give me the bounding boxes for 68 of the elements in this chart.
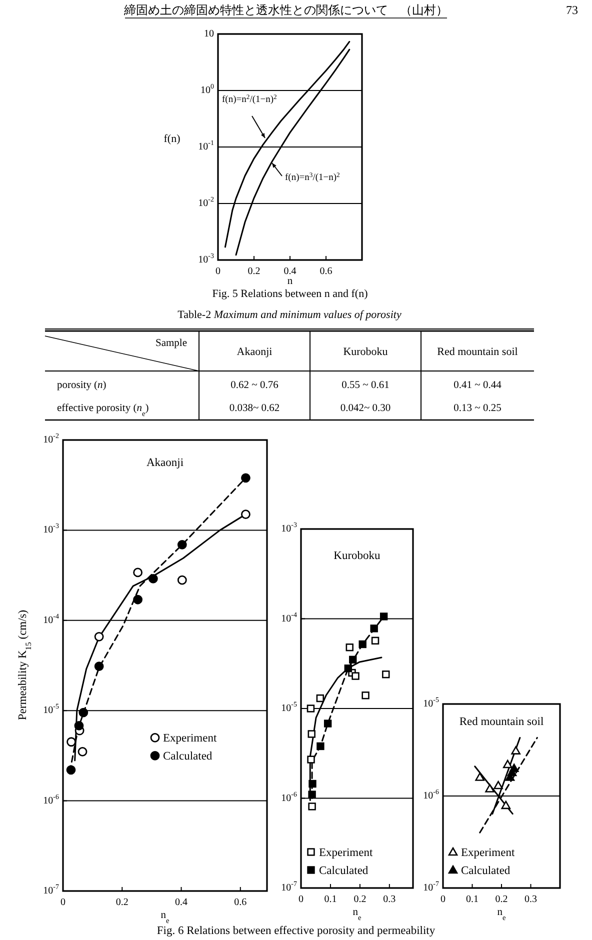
text: 締固め土の締固め特性と透水性との関係について （山村） bbox=[123, 3, 448, 17]
y-tick-label: 10$^{-5}$ bbox=[281, 700, 298, 714]
x-axis-title: n$_{e}$ bbox=[497, 907, 506, 922]
y-tick-label: 10$^{-6}$ bbox=[423, 788, 440, 802]
x-tick-label: 0.6 bbox=[234, 897, 247, 908]
text: Red mountain soil bbox=[459, 716, 544, 728]
x-tick-label: 0 bbox=[298, 894, 304, 905]
legend-label: Calculated bbox=[319, 865, 368, 877]
legend-label: Calculated bbox=[461, 865, 510, 877]
x-tick-label: 0 bbox=[216, 266, 220, 277]
text: 0.55 ~ 0.61 bbox=[342, 380, 390, 391]
y-tick-label: 10$^{-3}$ bbox=[281, 521, 298, 534]
text: 0.62 ~ 0.76 bbox=[230, 380, 278, 391]
legend-label: Calculated bbox=[163, 750, 212, 763]
y-tick-label: 10$^{-2}$ bbox=[198, 196, 214, 209]
caption: Fig. 5 Relations between n and f(n) bbox=[212, 288, 368, 300]
y-tick-label: 10$^{-7}$ bbox=[281, 880, 298, 894]
y-tick-label: 10$^{-2}$ bbox=[43, 432, 60, 446]
x-tick-label: 0.1 bbox=[324, 894, 337, 905]
x-tick-label: 0.3 bbox=[383, 894, 396, 905]
text: 0.13 ~ 0.25 bbox=[454, 403, 502, 414]
x-tick-label: 0.1 bbox=[466, 894, 478, 905]
y-tick-label: 10$^{0}$ bbox=[200, 82, 214, 96]
y-tick-label: 10$^{-3}$ bbox=[198, 252, 214, 266]
caption: Fig. 6 Relations between effective porosity and permeability bbox=[156, 925, 436, 937]
x-tick-label: 0.6 bbox=[320, 266, 332, 277]
x-tick-label: 0.2 bbox=[495, 894, 508, 905]
category-label: effective porosity (n$_{e}$) bbox=[57, 403, 149, 418]
legend-label: Experiment bbox=[461, 847, 516, 859]
text: Table-2 Maximum and minimum values of porosity bbox=[178, 309, 402, 321]
y-tick-label: 10$^{-1}$ bbox=[198, 139, 214, 152]
y-tick-label: 10$^{-4}$ bbox=[43, 612, 60, 626]
category-label: Akaonji bbox=[236, 346, 272, 358]
annotation: f(n)=n$^{2}$/(1−n)$^{2}$ bbox=[222, 94, 277, 105]
legend-label: Experiment bbox=[163, 732, 218, 745]
y-axis-title: f(n) bbox=[164, 133, 181, 145]
x-axis-title: n bbox=[287, 276, 294, 287]
x-axis-title: n$_{e}$ bbox=[160, 910, 170, 924]
y-tick-label: 10$^{-3}$ bbox=[43, 522, 60, 536]
y-tick-label: 10$^{-7}$ bbox=[43, 883, 60, 896]
y-tick-label: 10$^{-6}$ bbox=[43, 792, 60, 806]
category-label: Red mountain soil bbox=[437, 346, 518, 358]
y-tick-label: 10$^{-5}$ bbox=[43, 702, 60, 716]
text: 0.042~ 0.30 bbox=[340, 403, 391, 414]
category-label: porosity (n) bbox=[57, 380, 106, 391]
x-tick-label: 0.2 bbox=[248, 266, 260, 277]
x-tick-label: 0.2 bbox=[354, 894, 366, 905]
y-tick-label: 10$^{-5}$ bbox=[423, 696, 440, 710]
x-tick-label: 0.2 bbox=[116, 897, 128, 908]
y-tick-label: 10$^{-7}$ bbox=[423, 880, 440, 894]
text: 73 bbox=[566, 3, 578, 17]
x-tick-label: 0.3 bbox=[524, 894, 537, 905]
x-tick-label: 0 bbox=[440, 894, 446, 905]
x-tick-label: 0.4 bbox=[175, 897, 188, 908]
text: 0.41 ~ 0.44 bbox=[454, 380, 502, 391]
y-tick-label: 10$^{-6}$ bbox=[281, 790, 298, 804]
x-tick-label: 0 bbox=[60, 897, 66, 908]
y-tick-label: 10$^{-4}$ bbox=[281, 610, 298, 624]
category-label: Kuroboku bbox=[343, 346, 388, 358]
annotation: f(n)=n$^{3}$/(1−n)$^{2}$ bbox=[285, 172, 340, 183]
legend-label: Experiment bbox=[319, 847, 374, 859]
x-axis-title: n$_{e}$ bbox=[352, 907, 362, 922]
text: 0.038~ 0.62 bbox=[229, 403, 280, 414]
text: Sample bbox=[156, 338, 188, 349]
y-tick-label: 10 bbox=[204, 28, 214, 40]
text: Akaonji bbox=[146, 457, 184, 469]
text: Kuroboku bbox=[334, 550, 381, 562]
x-tick-label: 0.4 bbox=[284, 266, 296, 277]
